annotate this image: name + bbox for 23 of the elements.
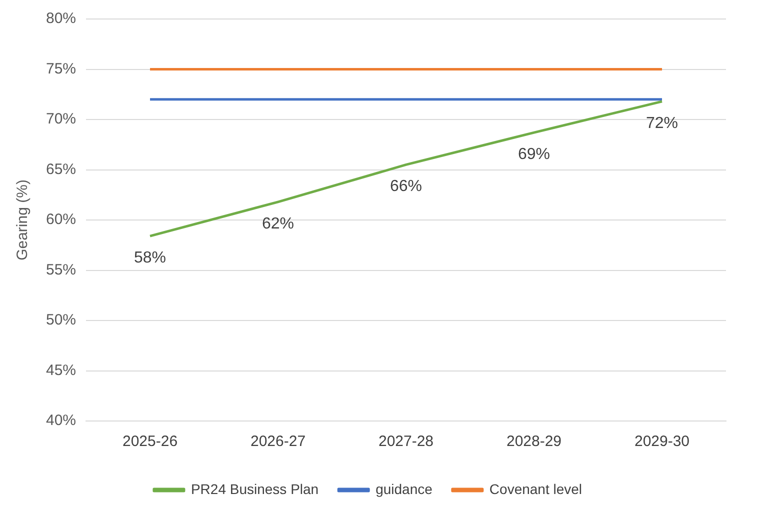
y-tick-label: 40% xyxy=(46,412,76,430)
data-label: 58% xyxy=(134,249,166,266)
y-tick-label: 70% xyxy=(46,110,76,128)
x-tick-label: 2025-26 xyxy=(122,433,178,450)
x-tick-label: 2029-30 xyxy=(634,433,690,450)
legend-label: PR24 Business Plan xyxy=(190,480,319,497)
y-tick-label: 55% xyxy=(46,261,76,278)
x-tick-label: 2028-29 xyxy=(506,433,562,450)
data-label: 69% xyxy=(518,146,550,163)
y-tick-label: 60% xyxy=(46,211,76,228)
x-tick-label: 2027-28 xyxy=(378,433,434,450)
legend-label: guidance xyxy=(376,480,433,497)
y-axis-title: Gearing (%) xyxy=(14,180,32,260)
y-tick-label: 75% xyxy=(46,60,76,78)
y-tick-label: 45% xyxy=(46,362,76,379)
legend-label: Covenant level xyxy=(489,480,582,497)
data-label: 72% xyxy=(646,114,678,132)
y-tick-label: 65% xyxy=(46,160,76,178)
data-label: 66% xyxy=(390,178,422,196)
x-tick-label: 2026-27 xyxy=(250,433,306,450)
y-tick-label: 80% xyxy=(46,10,76,28)
data-label: 62% xyxy=(262,215,294,232)
y-tick-label: 50% xyxy=(46,312,76,329)
